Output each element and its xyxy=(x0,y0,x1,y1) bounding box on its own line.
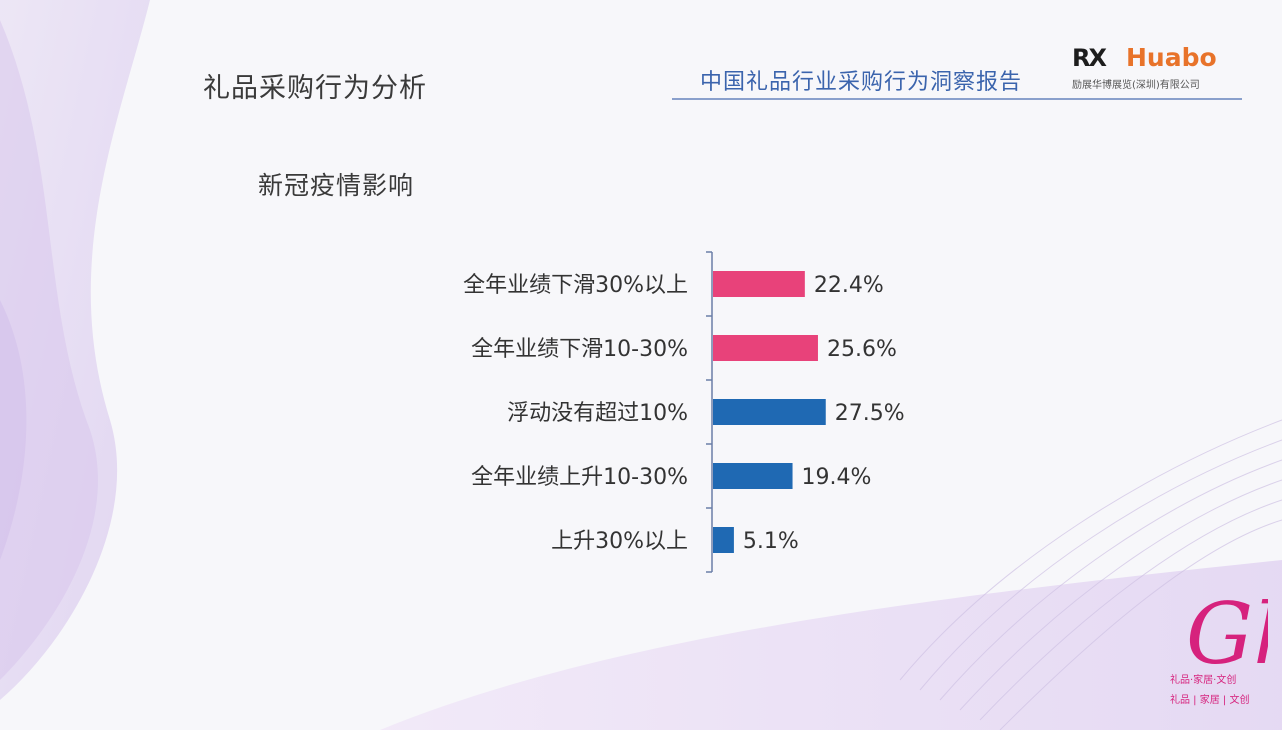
category-label: 上升30%以上 xyxy=(551,529,688,554)
bar xyxy=(713,463,793,489)
corner-logo: Gh 礼品·家居·文创 礼品 | 家居 | 文创 xyxy=(1168,585,1282,715)
corner-logo-line1: 礼品·家居·文创 xyxy=(1170,675,1237,686)
category-label: 全年业绩下滑30%以上 xyxy=(463,273,688,298)
data-label: 25.6% xyxy=(827,337,897,362)
brand-subtitle: 励展华博展览(深圳)有限公司 xyxy=(1072,80,1200,91)
category-label: 全年业绩下滑10-30% xyxy=(471,337,688,362)
gh-logo-icon: Gh xyxy=(1186,585,1282,683)
data-label: 22.4% xyxy=(814,273,884,298)
category-label: 浮动没有超过10% xyxy=(507,401,688,426)
bar xyxy=(713,335,818,361)
category-label: 全年业绩上升10-30% xyxy=(471,465,688,490)
data-label: 5.1% xyxy=(743,529,799,554)
corner-logo-line2: 礼品 | 家居 | 文创 xyxy=(1170,695,1250,706)
brand-name: Huabo xyxy=(1126,43,1217,72)
brand-mark: RX xyxy=(1072,44,1107,72)
bar xyxy=(713,271,805,297)
header-divider xyxy=(672,98,1242,100)
section-title: 新冠疫情影响 xyxy=(258,171,415,200)
bar xyxy=(713,527,734,553)
brand-logo: RX Huabo 励展华博展览(深圳)有限公司 xyxy=(1072,43,1247,96)
report-title: 中国礼品行业采购行为洞察报告 xyxy=(700,70,1023,95)
corner-logo-mark: Gh xyxy=(1186,585,1268,675)
bar xyxy=(713,399,826,425)
data-label: 27.5% xyxy=(835,401,905,426)
page-title: 礼品采购行为分析 xyxy=(203,73,427,104)
data-label: 19.4% xyxy=(802,465,872,490)
